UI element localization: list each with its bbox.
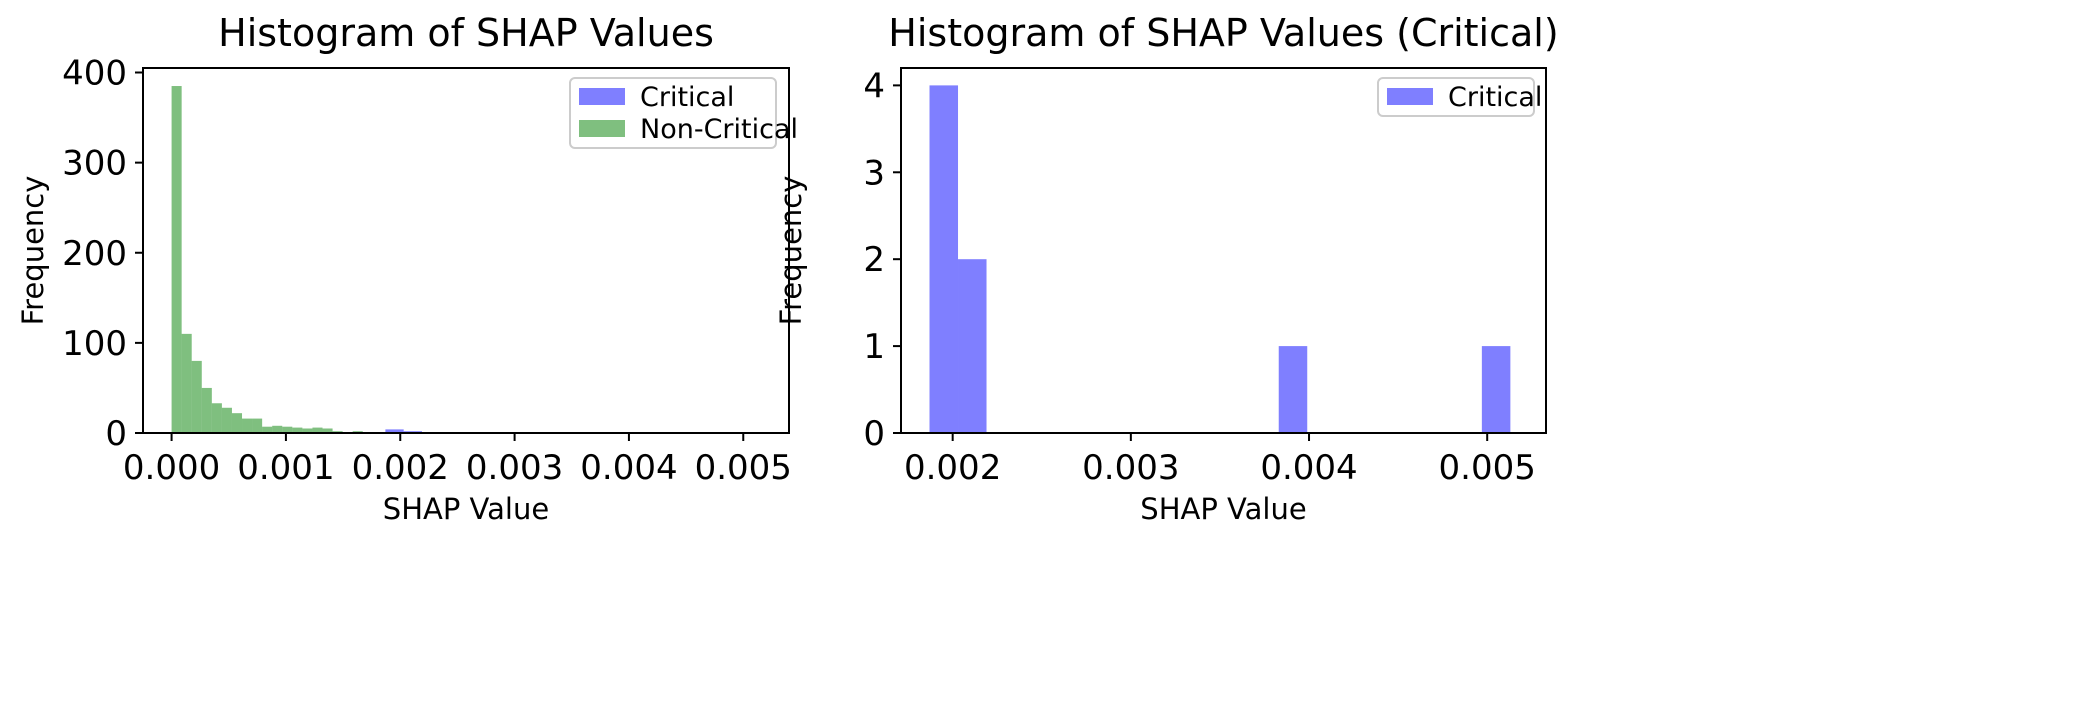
histogram-bar	[1278, 346, 1308, 433]
y-axis-label: Frequency	[16, 176, 50, 326]
histogram-bar	[1481, 346, 1511, 433]
x-tick-label: 0.004	[1260, 448, 1357, 488]
histogram-bar	[171, 86, 182, 433]
y-tick-label: 400	[62, 54, 127, 94]
legend-label: Non-Critical	[640, 114, 798, 145]
histogram-bar	[292, 427, 303, 433]
histogram-bar	[262, 426, 273, 433]
legend: Critical	[1377, 77, 1542, 117]
x-axis-label: SHAP Value	[1140, 492, 1306, 526]
x-tick-label: 0.000	[123, 448, 220, 488]
histogram-bar	[958, 259, 987, 433]
y-tick-label: 2	[863, 240, 885, 280]
y-tick-label: 1	[863, 327, 885, 367]
y-tick-label: 100	[62, 324, 127, 364]
y-tick-label: 200	[62, 234, 127, 274]
x-tick-label: 0.001	[237, 448, 334, 488]
y-tick-label: 0	[863, 414, 885, 454]
legend-swatch	[1387, 88, 1433, 105]
chart-title: Histogram of SHAP Values (Critical)	[888, 11, 1558, 55]
plot-frame	[142, 67, 790, 434]
y-tick-label: 3	[863, 153, 885, 193]
x-tick-label: 0.002	[352, 448, 449, 488]
histogram-bar	[929, 85, 959, 433]
x-tick-label: 0.002	[904, 448, 1001, 488]
plot-frame	[900, 67, 1547, 434]
legend-swatch	[579, 120, 625, 137]
x-tick-label: 0.005	[1439, 448, 1536, 488]
histogram-bar	[322, 428, 333, 433]
y-tick-label: 4	[863, 66, 885, 106]
y-tick-label: 0	[105, 414, 127, 454]
histogram-bar	[302, 428, 313, 433]
histogram-bar	[211, 403, 222, 433]
legend-swatch	[579, 88, 625, 105]
legend-box	[1377, 77, 1535, 117]
histogram-bar	[181, 333, 192, 433]
histogram-bar	[272, 425, 283, 433]
histogram-bar	[385, 429, 404, 433]
x-axis-label: SHAP Value	[383, 492, 549, 526]
y-axis-label: Frequency	[774, 176, 808, 326]
legend-label: Critical	[1448, 82, 1542, 113]
bars	[929, 85, 1511, 433]
x-tick-label: 0.003	[1082, 448, 1179, 488]
legend-label: Critical	[640, 82, 734, 113]
ticks: 0.002 0.003 0.004 0.005 0 1 2 3 4	[863, 66, 1536, 488]
histogram-bar	[252, 418, 263, 433]
x-tick-label: 0.003	[466, 448, 563, 488]
histogram-bar	[242, 418, 253, 433]
chart-right: Histogram of SHAP Values (Critical) SHAP…	[774, 11, 1559, 526]
histogram-bar	[221, 407, 232, 433]
bars	[171, 86, 424, 433]
ticks: 0.000 0.001 0.002 0.003 0.004 0.005 0 100 200 300…	[62, 54, 792, 488]
histogram-bar	[231, 413, 243, 433]
histogram-bar	[282, 426, 293, 433]
histogram-bar	[191, 360, 202, 433]
chart-title: Histogram of SHAP Values	[218, 11, 714, 55]
chart-left: Histogram of SHAP Values SHAP Value Freq…	[16, 11, 798, 526]
x-tick-label: 0.005	[695, 448, 792, 488]
x-tick-label: 0.004	[580, 448, 677, 488]
y-tick-label: 300	[62, 144, 127, 184]
histogram-bar	[201, 387, 212, 433]
histogram-bar	[312, 427, 323, 433]
